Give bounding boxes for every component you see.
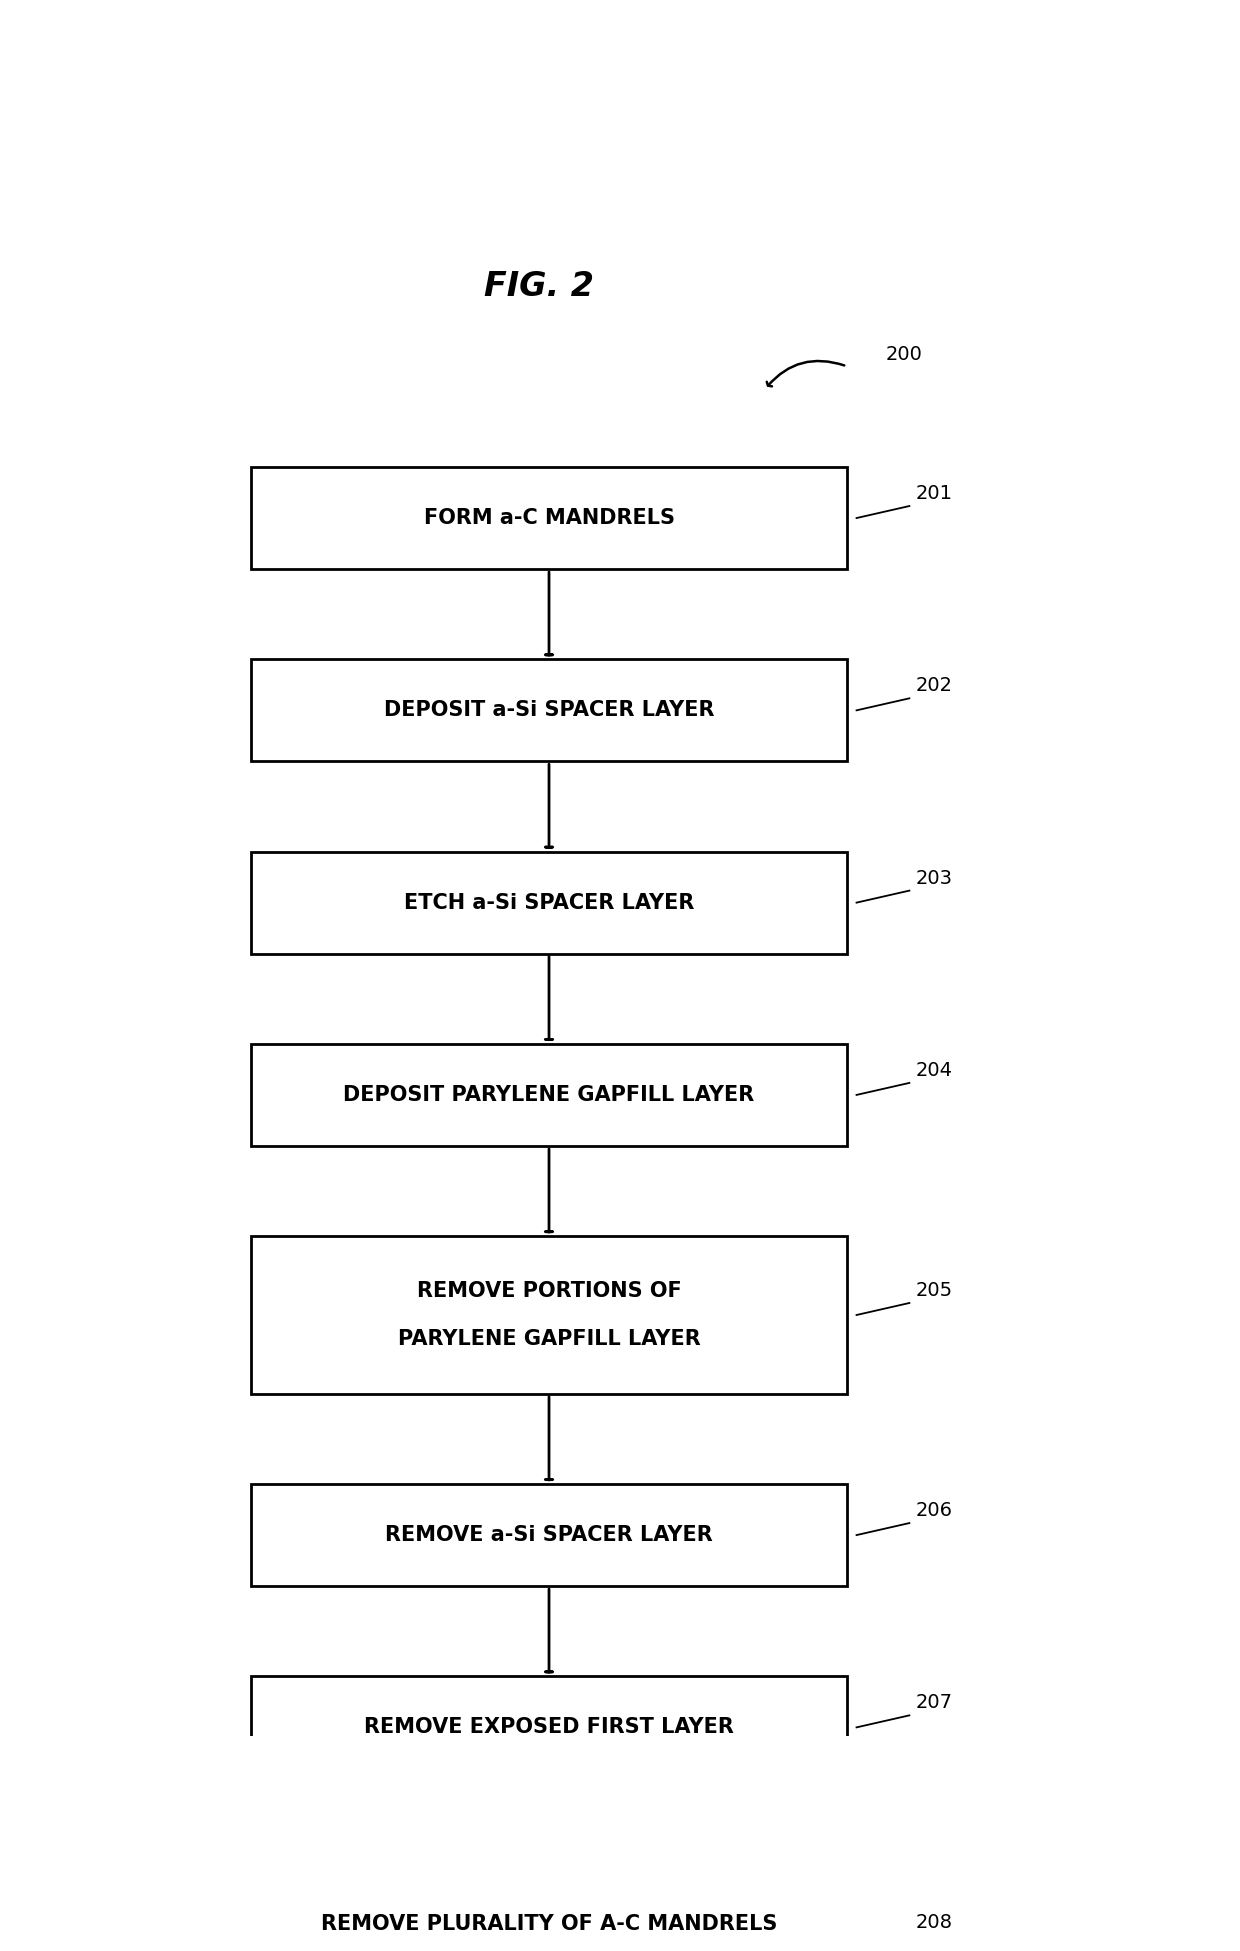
- Bar: [250, 659, 847, 761]
- Text: FIG. 2: FIG. 2: [485, 269, 594, 302]
- Text: ETCH a-Si SPACER LAYER: ETCH a-Si SPACER LAYER: [404, 894, 694, 913]
- Text: 206: 206: [916, 1500, 954, 1520]
- Text: DEPOSIT PARYLENE GAPFILL LAYER: DEPOSIT PARYLENE GAPFILL LAYER: [343, 1085, 755, 1104]
- Text: REMOVE EXPOSED FIRST LAYER: REMOVE EXPOSED FIRST LAYER: [365, 1717, 734, 1738]
- Bar: [250, 1676, 847, 1779]
- Text: FORM a-C MANDRELS: FORM a-C MANDRELS: [424, 507, 675, 529]
- Bar: [250, 1237, 847, 1393]
- Bar: [250, 1869, 847, 1951]
- Text: DEPOSIT a-Si SPACER LAYER: DEPOSIT a-Si SPACER LAYER: [383, 700, 714, 720]
- Text: PARYLENE GAPFILL LAYER: PARYLENE GAPFILL LAYER: [398, 1329, 701, 1348]
- Text: REMOVE a-Si SPACER LAYER: REMOVE a-Si SPACER LAYER: [386, 1526, 713, 1545]
- Text: REMOVE PORTIONS OF: REMOVE PORTIONS OF: [417, 1282, 682, 1301]
- Bar: [250, 851, 847, 954]
- Text: 200: 200: [885, 345, 923, 363]
- Bar: [250, 1485, 847, 1586]
- Text: REMOVE PLURALITY OF A-C MANDRELS: REMOVE PLURALITY OF A-C MANDRELS: [321, 1914, 777, 1933]
- Text: 203: 203: [916, 868, 954, 888]
- Text: 202: 202: [916, 677, 954, 695]
- Text: 207: 207: [916, 1693, 954, 1713]
- Text: 204: 204: [916, 1061, 954, 1081]
- Text: 208: 208: [916, 1914, 954, 1931]
- Bar: [250, 466, 847, 570]
- Text: 205: 205: [916, 1282, 954, 1299]
- Bar: [250, 1044, 847, 1145]
- Text: 201: 201: [916, 484, 954, 503]
